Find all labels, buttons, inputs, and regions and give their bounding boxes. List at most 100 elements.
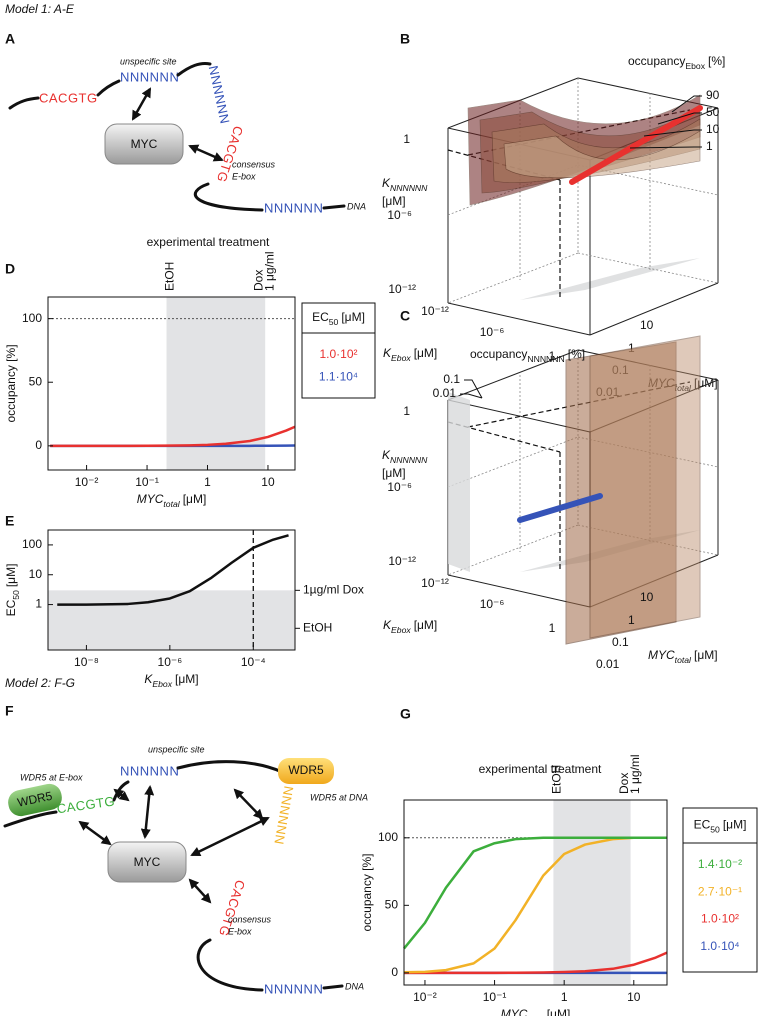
y-axis-label-part: EC [4, 599, 18, 616]
panel-label: G [400, 706, 411, 722]
legend-title-part: [%] [568, 347, 585, 361]
y-axis-label-part: total [675, 383, 692, 393]
z-axis-label-part: K [382, 448, 391, 462]
annotation: DNA [345, 981, 364, 991]
y-axis-label: occupancy [%] [360, 853, 374, 931]
legend-level: 10 [706, 122, 720, 136]
z-tick-label: 10⁻¹² [388, 282, 416, 296]
panel-c: C110⁻⁶10⁻¹²[μM]10⁻¹²10⁻⁶11010.10.010.10.… [382, 308, 719, 671]
x-tick-label: 10⁻² [413, 990, 437, 1004]
legend-entry: 1.1·10⁴ [319, 370, 358, 384]
dna-strand [176, 760, 284, 774]
z-tick-label: 1 [403, 404, 410, 418]
x-tick-label: 10⁻² [75, 475, 99, 489]
box-edge [589, 282, 719, 336]
y-tick-label: 1 [628, 341, 635, 355]
treatment-label: Dox [251, 270, 265, 291]
legend-leader [671, 95, 702, 113]
box-edge [447, 302, 591, 336]
legend-title-part: [μM] [341, 310, 365, 324]
legend-leader [629, 146, 702, 149]
arrow [131, 87, 152, 121]
y-tick-label: 100 [22, 537, 42, 551]
y-axis-label: occupancy [%] [4, 344, 18, 422]
z-axis-label-part: K [382, 176, 391, 190]
chart-title: experimental treatment [479, 762, 602, 776]
dna-strand [322, 204, 346, 210]
x-axis-label-part: total [527, 1014, 544, 1016]
arrow [188, 144, 224, 162]
legend-level: 0.1 [443, 372, 460, 386]
panel-a: A CACGTG NNNNNN NNNNNN CACGTG NNNNNN DNA… [5, 31, 366, 216]
surface-ridge [517, 493, 603, 523]
treatment-shade [553, 800, 631, 985]
annotation: DNA [347, 201, 366, 211]
y-tick-label: 0.1 [612, 635, 629, 649]
sequence: NNNNNN [271, 785, 296, 846]
legend-title-part: occupancy [470, 347, 527, 361]
x-axis-label-part: MYC [501, 1007, 528, 1016]
y-tick-label: 10 [640, 590, 654, 604]
y-tick-label: 10 [29, 567, 43, 581]
dna-strand [176, 62, 212, 77]
x-axis-label-part: Ebox [391, 353, 411, 363]
treatment-label: 1 μg/ml [262, 251, 276, 291]
y-tick-label: 10 [640, 318, 654, 332]
dna-strand [196, 938, 264, 992]
plot-frame [47, 296, 296, 471]
z-axis-label: KNNNNNN [382, 176, 428, 193]
protein-label: MYC [134, 855, 161, 869]
legend-leader [464, 379, 483, 399]
legend-level: 90 [706, 88, 720, 102]
chart-title: experimental treatment [147, 235, 270, 249]
x-axis-label: MYCtotal[μM] [501, 1007, 571, 1016]
model-title: Model 1: A-E [5, 2, 75, 16]
protein-label: MYC [131, 137, 158, 151]
x-tick-label: 1 [549, 349, 556, 363]
legend-title-part: [%] [708, 54, 725, 68]
x-axis-label-part: [μM] [175, 672, 199, 686]
annotation: consensus [232, 159, 276, 169]
x-axis-label-part: total [163, 499, 180, 509]
box-edge [447, 349, 579, 401]
x-tick-label: 10⁻⁶ [158, 655, 183, 669]
protein [104, 123, 184, 165]
z-axis-unit: [μM] [382, 194, 406, 208]
sequence: NNNNNN [120, 763, 179, 778]
floor-shade [520, 258, 700, 300]
data-line [403, 836, 667, 950]
legend-entry: 1.4·10⁻² [698, 857, 742, 871]
x-axis-label-part: K [383, 618, 392, 632]
y-tick-label: 0.01 [596, 657, 620, 671]
arrow [188, 878, 212, 904]
treatment-label: EtOH [550, 765, 564, 794]
annotation: unspecific site [120, 56, 177, 66]
legend-level: 0.01 [433, 386, 457, 400]
cofactor-label: WDR5 [288, 763, 324, 777]
dna-strand [193, 182, 264, 212]
x-axis-label: MYCtotal[μM] [137, 492, 207, 509]
annotation: unspecific site [148, 744, 205, 754]
x-axis-label-part: [μM] [414, 346, 438, 360]
x-tick-label: 10⁻⁸ [74, 655, 99, 669]
y-tick-label: 100 [22, 311, 42, 325]
sequence: NNNNNN [120, 69, 179, 84]
legend-title: EC50 [μM] [312, 310, 365, 327]
x-axis-label-part: Ebox [152, 679, 172, 689]
z-tick-label: 1 [403, 132, 410, 146]
z-axis-unit: [μM] [382, 466, 406, 480]
panel-label: D [5, 261, 15, 277]
data-line [57, 534, 289, 606]
y-tick-label: 50 [385, 898, 399, 912]
arrow [233, 788, 264, 820]
plot-frame [403, 799, 668, 986]
legend-entry: 1.0·10² [701, 912, 739, 926]
annotation: E-box [228, 926, 252, 936]
x-tick-label: 10⁻¹² [421, 304, 449, 318]
z-axis-label-part: NNNNNN [390, 455, 428, 465]
z-axis-label: KNNNNNN [382, 448, 428, 465]
occupancy-surface [565, 341, 677, 645]
z-tick-label: 10⁻¹² [388, 554, 416, 568]
y-axis-label-part: [μM] [694, 648, 718, 662]
occupancy-surface [589, 335, 701, 639]
